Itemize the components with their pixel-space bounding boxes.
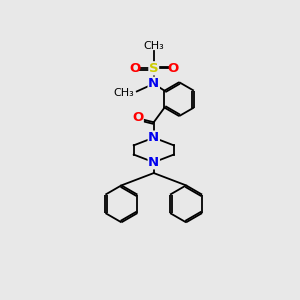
Text: O: O (132, 111, 143, 124)
Text: S: S (149, 62, 159, 75)
Text: O: O (129, 62, 140, 75)
Text: N: N (148, 77, 159, 90)
Text: CH₃: CH₃ (143, 40, 164, 51)
Text: N: N (148, 131, 159, 144)
Text: O: O (167, 62, 178, 75)
Text: CH₃: CH₃ (113, 88, 134, 98)
Text: N: N (148, 156, 159, 169)
